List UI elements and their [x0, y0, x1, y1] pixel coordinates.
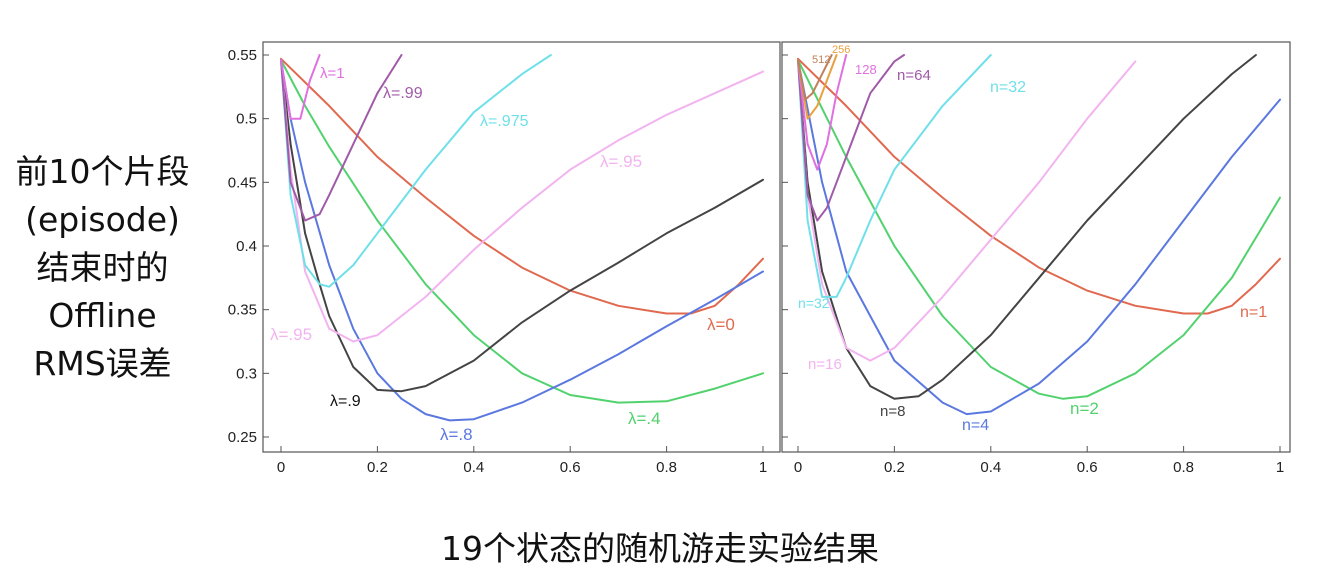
series-group	[797, 54, 1281, 416]
curve-label-n-32: n=32	[990, 79, 1026, 96]
curve-label-n-64: n=64	[897, 67, 931, 84]
x-tick-label: 0.6	[1077, 459, 1098, 476]
x-tick-label: 0	[277, 459, 285, 476]
curve-label-128: 128	[855, 62, 877, 77]
y-tick-label: 0.4	[236, 238, 257, 255]
y-axis-title-line-1: 前10个片段	[15, 152, 190, 191]
curve-label-lambda-99: λ=.99	[383, 85, 423, 102]
plot-frame	[781, 41, 1291, 453]
series-line-n-64	[797, 54, 905, 222]
y-tick-label: 0.35	[228, 302, 257, 319]
curve-label-n-2: n=2	[1070, 399, 1099, 418]
series-group	[280, 54, 764, 422]
curve-label-lambda-95: λ=.95	[600, 152, 642, 171]
series-line-lambda-0	[280, 57, 764, 315]
series-line-128	[797, 54, 848, 171]
y-tick-label: 0.45	[228, 174, 257, 191]
chart-panel-left: 0 0.2 0.4 0.6 0.8 1 0.55 0.5 0.45 0.4 0.35 0.3 0.25 λ…	[228, 41, 781, 476]
curve-label-lambda-0: λ=0	[707, 315, 735, 334]
x-tick-label: 0.4	[463, 459, 484, 476]
curve-label-lambda-8: λ=.8	[440, 425, 473, 444]
series-line-lambda-975	[280, 54, 552, 288]
x-tick-label: 0.2	[367, 459, 388, 476]
x-tick-label: 0.8	[656, 459, 677, 476]
y-tick-label: 0.25	[228, 429, 257, 446]
curve-label-lambda-1: λ=1	[320, 65, 345, 82]
y-tick-label: 0.55	[228, 47, 257, 64]
y-axis-title: 前10个片段 (episode) 结束时的 Offline RMS误差	[0, 148, 205, 388]
series-line-lambda-4	[280, 59, 764, 404]
series-line-n-4	[797, 59, 1281, 416]
x-tick-label: 1	[759, 459, 767, 476]
figure-caption: 19个状态的随机游走实验结果	[441, 529, 879, 568]
series-line-n-1	[797, 57, 1281, 315]
curve-label-n-16: n=16	[808, 356, 842, 373]
series-line-n-2	[797, 59, 1281, 400]
curve-label-n-8: n=8	[880, 403, 905, 420]
series-line-lambda-1	[280, 54, 321, 120]
series-line-n-32	[797, 54, 992, 298]
series-line-lambda-99	[280, 54, 403, 222]
curve-label-lambda-95: λ=.95	[270, 325, 312, 344]
x-tick-label: 1	[1276, 459, 1284, 476]
y-axis-title-line-5: RMS误差	[33, 344, 172, 383]
x-tick-label: 0.6	[560, 459, 581, 476]
curve-label-512: 512	[812, 54, 830, 66]
x-tick-label: 0.4	[980, 459, 1001, 476]
x-tick-label: 0.2	[884, 459, 905, 476]
y-axis-title-line-3: 结束时的	[36, 248, 169, 287]
x-tick-label: 0.8	[1173, 459, 1194, 476]
curve-label-lambda-975: λ=.975	[480, 113, 529, 130]
series-line-lambda-8	[280, 59, 764, 422]
series-line-lambda-9	[280, 59, 764, 393]
series-line-n-16	[797, 59, 1137, 362]
series-line-lambda-95	[280, 59, 764, 343]
y-axis-title-line-2: (episode)	[25, 200, 180, 239]
y-tick-label: 0.3	[236, 365, 257, 382]
series-line-512	[797, 54, 833, 101]
curve-label-lambda-4: λ=.4	[628, 409, 661, 428]
curve-label-256: 256	[832, 44, 850, 56]
plot-frame	[262, 41, 781, 453]
curve-label-lambda-9: λ=.9	[330, 393, 361, 410]
curve-label-n-32: n=32	[798, 295, 830, 311]
y-tick-label: 0.5	[236, 111, 257, 128]
curve-label-n-1: n=1	[1240, 304, 1267, 321]
y-axis-title-line-4: Offline	[48, 296, 157, 335]
x-tick-label: 0	[794, 459, 802, 476]
curve-label-n-4: n=4	[962, 417, 989, 434]
